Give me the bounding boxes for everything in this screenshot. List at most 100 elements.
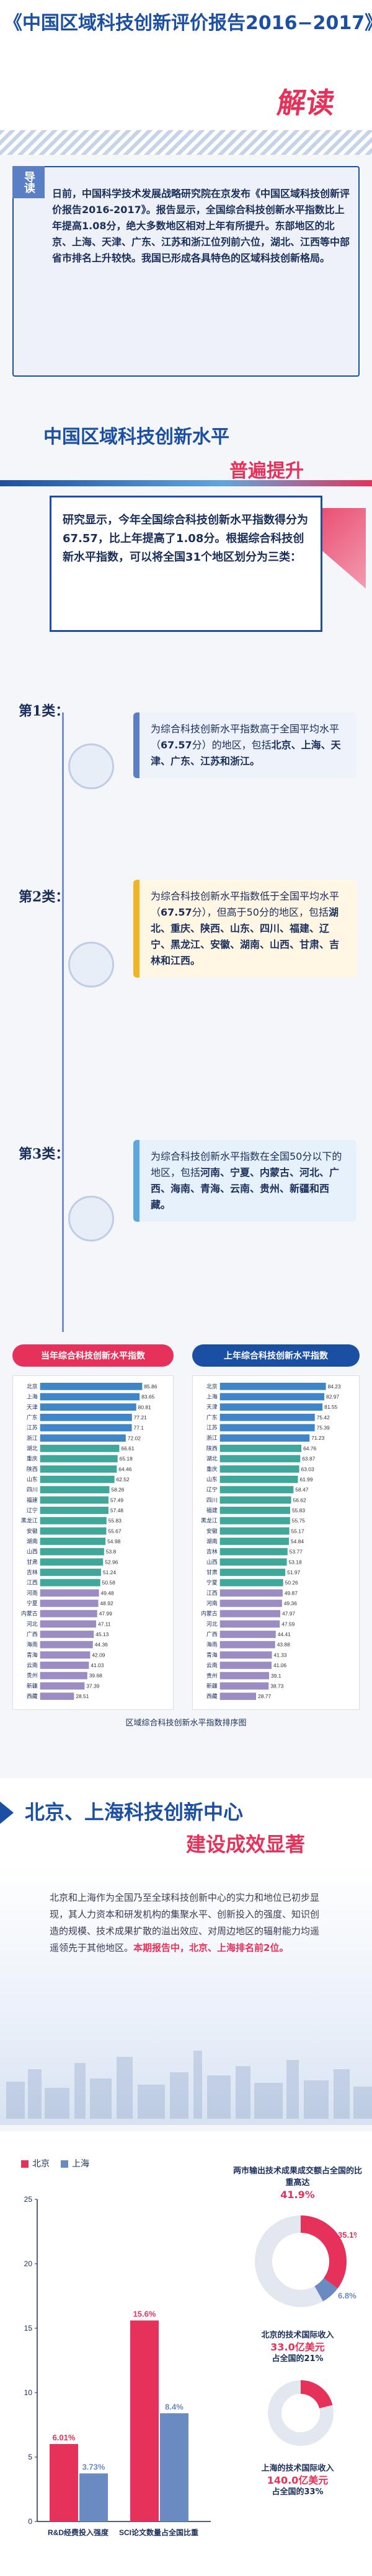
bar-category-label: SCI论文数量占全国比重 bbox=[119, 2528, 198, 2537]
legend-shanghai: 上海 bbox=[61, 2157, 89, 2170]
current-rank-bar bbox=[40, 1589, 99, 1597]
current-rank-region-label: 北京 bbox=[27, 1383, 38, 1390]
current-rank-bar bbox=[40, 1434, 126, 1442]
donut2-title: 北京的技术国际收入 bbox=[261, 2331, 334, 2340]
donut1-beijing-label: 35.1% bbox=[338, 2230, 356, 2240]
donut2-share: 占全国的21% bbox=[272, 2354, 324, 2364]
current-rank-bar bbox=[40, 1558, 104, 1566]
category2-text-a: 为综合科技创新水平指数低于全国平均水平（ bbox=[151, 890, 340, 918]
previous-rank-bar bbox=[219, 1538, 289, 1545]
category1-value: 67.57 bbox=[161, 739, 192, 751]
donut2-chart bbox=[268, 2380, 334, 2446]
previous-rank-bar bbox=[219, 1631, 276, 1638]
current-rank-value-label: 64.46 bbox=[118, 1466, 131, 1472]
donut3-caption: 上海的技术国际收入 140.0亿美元 占全国的33% bbox=[236, 2463, 360, 2498]
previous-rank-value-label: 84.23 bbox=[328, 1383, 341, 1390]
current-rank-region-label: 青海 bbox=[27, 1651, 38, 1658]
previous-rank-value-label: 28.77 bbox=[258, 1693, 271, 1699]
current-rank-bar bbox=[40, 1569, 101, 1576]
current-rank-bar bbox=[40, 1651, 91, 1659]
previous-rank-bar bbox=[219, 1517, 290, 1525]
previous-rank-region-label: 安徽 bbox=[206, 1527, 218, 1534]
previous-rank-bar bbox=[219, 1403, 323, 1411]
previous-rank-bar bbox=[219, 1393, 325, 1401]
current-rank-region-label: 内蒙古 bbox=[21, 1610, 38, 1617]
current-rank-region-label: 甘肃 bbox=[27, 1558, 38, 1565]
previous-rank-bar bbox=[219, 1527, 290, 1535]
current-rank-value-label: 65.18 bbox=[120, 1456, 133, 1462]
current-rank-bar bbox=[40, 1424, 132, 1432]
previous-rank-value-label: 41.33 bbox=[274, 1652, 287, 1658]
current-rank-value-label: 83.65 bbox=[141, 1394, 154, 1400]
previous-rank-region-label: 陕西 bbox=[206, 1445, 218, 1452]
header: 《中国区域科技创新评价报告2016−2017》 解读 bbox=[0, 0, 372, 155]
donut3-title: 上海的技术国际收入 bbox=[261, 2464, 334, 2473]
previous-rank-bar bbox=[219, 1682, 269, 1690]
category2-text-b: 分），但高于50分的地区，包括 bbox=[192, 906, 329, 918]
current-rank-value-label: 66.61 bbox=[121, 1445, 134, 1452]
previous-rank-value-label: 61.99 bbox=[299, 1476, 312, 1483]
previous-rank-bar bbox=[219, 1455, 301, 1463]
previous-rank-region-label: 西藏 bbox=[206, 1693, 218, 1699]
current-rank-value-label: 45.13 bbox=[95, 1631, 108, 1637]
bar-value-label: 8.4% bbox=[165, 2402, 184, 2411]
current-rank-bar bbox=[40, 1641, 93, 1649]
current-rank-region-label: 云南 bbox=[27, 1662, 38, 1668]
previous-rank-region-label: 青海 bbox=[206, 1651, 218, 1658]
previous-rank-region-label: 江西 bbox=[206, 1590, 218, 1596]
current-rank-value-label: 52.96 bbox=[105, 1559, 118, 1565]
section2-arrow bbox=[0, 1802, 14, 1824]
previous-rank-bar bbox=[219, 1413, 315, 1421]
category2-regions: 湖北、重庆、陕西、山东、四川、福建、辽宁、黑龙江、安徽、湖南、山西、甘肃、吉林和… bbox=[151, 906, 340, 966]
header-stripe bbox=[0, 130, 372, 155]
current-rank-value-label: 62.52 bbox=[117, 1476, 130, 1483]
current-rank-bar bbox=[40, 1600, 99, 1607]
current-rank-value-label: 55.67 bbox=[108, 1528, 121, 1534]
section2-body bbox=[0, 1865, 372, 2125]
previous-rank-region-label: 黑龙江 bbox=[201, 1517, 218, 1524]
previous-rank-region-label: 贵州 bbox=[206, 1672, 218, 1679]
previous-rank-bar bbox=[219, 1465, 299, 1473]
current-rank-value-label: 57.48 bbox=[110, 1507, 123, 1514]
previous-rank-value-label: 56.62 bbox=[293, 1497, 306, 1503]
previous-rank-bar bbox=[219, 1589, 283, 1597]
donut1-chart: 35.1% 6.8% bbox=[255, 2215, 356, 2307]
donut1-shanghai-label: 6.8% bbox=[338, 2291, 356, 2300]
current-rank-value-label: 28.51 bbox=[76, 1693, 89, 1699]
previous-rank-value-label: 47.59 bbox=[281, 1621, 294, 1627]
current-rank-value-label: 53.8 bbox=[106, 1549, 117, 1555]
section2-heading: 北京、上海科技创新中心 建设成效显著 bbox=[0, 1778, 372, 1865]
previous-rank-value-label: 53.18 bbox=[289, 1559, 302, 1565]
current-rank-value-label: 37.39 bbox=[86, 1683, 99, 1689]
current-rank-bar bbox=[40, 1548, 104, 1556]
bar-chart-y-tick-label: 10 bbox=[24, 2388, 33, 2397]
previous-rank-value-label: 49.87 bbox=[285, 1590, 298, 1596]
bar-chart-y-tick-label: 25 bbox=[24, 2195, 33, 2204]
previous-rank-region-label: 宁夏 bbox=[206, 1579, 218, 1586]
current-rank-bar bbox=[40, 1403, 136, 1411]
previous-rank-bar bbox=[219, 1671, 270, 1680]
donut2-caption: 北京的技术国际收入 33.0亿美元 占全国的21% bbox=[236, 2329, 360, 2365]
section2-highlight: 本期报告中，北京、上海排名前2位。 bbox=[133, 1942, 289, 1953]
current-rank-value-label: 72.02 bbox=[128, 1435, 141, 1441]
section2-subtitle: 建设成效显著 bbox=[186, 1833, 306, 1856]
current-rank-bar bbox=[40, 1579, 100, 1587]
previous-rank-value-label: 51.97 bbox=[287, 1569, 300, 1575]
current-rank-region-label: 新疆 bbox=[27, 1682, 38, 1689]
bar-chart-y-tick-label: 0 bbox=[28, 2517, 32, 2526]
current-rank-bar bbox=[40, 1486, 110, 1494]
current-rank-region-label: 福建 bbox=[27, 1496, 38, 1503]
previous-rank-title: 上年综合科技创新水平指数 bbox=[192, 1344, 360, 1367]
previous-rank-value-label: 44.41 bbox=[278, 1631, 291, 1637]
current-rank-region-label: 宁夏 bbox=[27, 1600, 38, 1606]
skyline-illustration bbox=[6, 2051, 372, 2119]
donut1-beijing-slice bbox=[255, 2215, 347, 2307]
current-rank-bar bbox=[40, 1538, 106, 1545]
previous-rank-region-label: 山东 bbox=[206, 1476, 218, 1483]
current-rank-region-label: 辽宁 bbox=[27, 1507, 38, 1514]
donut2-amount: 33.0亿美元 bbox=[270, 2341, 325, 2353]
current-rank-title: 当年综合科技创新水平指数 bbox=[12, 1344, 174, 1367]
previous-rank-region-label: 江苏 bbox=[206, 1424, 218, 1431]
current-rank-region-label: 江西 bbox=[27, 1580, 38, 1586]
bar-chart-y-tick-label: 20 bbox=[24, 2259, 33, 2268]
